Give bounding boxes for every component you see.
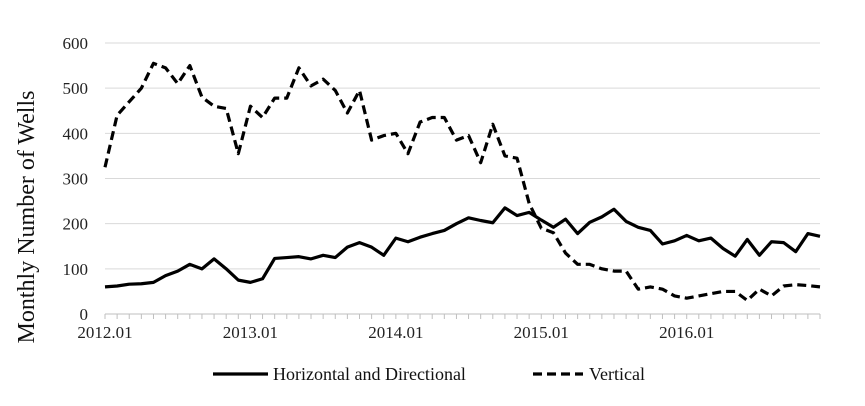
- gridlines: [105, 42, 820, 270]
- y-tick-label: 200: [63, 215, 89, 234]
- y-tick-label: 400: [63, 124, 89, 143]
- legend-label: Horizontal and Directional: [273, 364, 466, 384]
- y-tick-label: 100: [63, 260, 89, 279]
- series-line-horizontal-directional: [104, 206, 821, 289]
- series-lines: [103, 61, 821, 303]
- x-tick-label: 2013.01: [223, 323, 278, 342]
- x-tick-label: 2015.01: [514, 323, 569, 342]
- x-tick-label: 2012.01: [77, 323, 132, 342]
- series-line-vertical: [103, 61, 821, 303]
- legend-label: Vertical: [589, 364, 645, 384]
- legend: Horizontal and Directional Vertical: [213, 364, 645, 384]
- x-axis: 2012.01 2013.01 2014.01 2015.01 2016.01: [77, 313, 821, 342]
- y-tick-label: 300: [63, 170, 89, 189]
- y-axis-ticks: 0 100 200 300 400 500 600: [63, 34, 89, 324]
- y-tick-label: 500: [63, 79, 89, 98]
- y-axis-label: Monthly Number of Wells: [14, 91, 40, 344]
- y-tick-label: 0: [80, 305, 89, 324]
- y-tick-label: 600: [63, 34, 89, 53]
- x-tick-label: 2016.01: [659, 323, 714, 342]
- x-tick-label: 2014.01: [368, 323, 423, 342]
